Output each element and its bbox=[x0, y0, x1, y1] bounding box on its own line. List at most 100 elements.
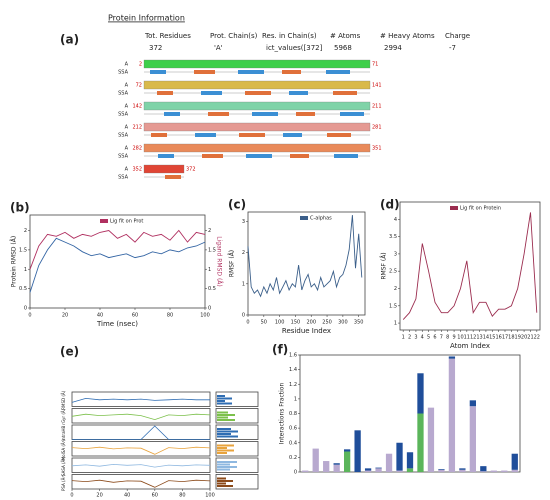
bar-segment bbox=[406, 468, 414, 472]
x-tick-label: 20 bbox=[62, 313, 68, 319]
data-line bbox=[402, 212, 538, 320]
hist-bar bbox=[217, 466, 237, 468]
y-tick-label: 2 bbox=[394, 286, 397, 292]
ssa-segment bbox=[252, 112, 278, 116]
x-tick-label: 0 bbox=[70, 493, 73, 499]
strip-line bbox=[71, 413, 211, 421]
ssa-segment bbox=[296, 112, 315, 116]
x-tick-label: 13 bbox=[476, 335, 482, 341]
x-tick-label: 50 bbox=[261, 320, 267, 326]
row-start: 72 bbox=[136, 83, 142, 89]
x-tick-label: 15 bbox=[489, 335, 495, 341]
legend-label: Lig fit on Prot bbox=[110, 219, 143, 225]
ssa-segment bbox=[208, 112, 229, 116]
ssa-segment bbox=[150, 70, 166, 74]
ssa-segment bbox=[289, 91, 308, 95]
bar-segment bbox=[511, 469, 518, 472]
bar-segment bbox=[364, 470, 372, 472]
bar-segment bbox=[323, 461, 330, 472]
row-end: 281 bbox=[372, 125, 382, 131]
table-header: Prot. Chain(s) bbox=[210, 32, 258, 40]
y-axis-label: RMSF (Å) bbox=[229, 250, 236, 277]
strip-line bbox=[72, 425, 210, 440]
y-tick-label: 0.5 bbox=[19, 286, 27, 292]
ssa-segment bbox=[238, 70, 264, 74]
strip-frame bbox=[71, 441, 211, 457]
y2-tick-label: 2 bbox=[208, 228, 211, 234]
sequence-bar bbox=[143, 80, 371, 90]
bar-segment bbox=[396, 442, 403, 471]
x-tick-label: 100 bbox=[205, 493, 215, 499]
row-start: 212 bbox=[132, 125, 142, 131]
y-axis-label: Protein RMSD (Å) bbox=[11, 236, 18, 287]
y-tick-label: 1.5 bbox=[389, 303, 397, 309]
y-tick-label: 2.5 bbox=[389, 269, 397, 275]
track-label: A bbox=[125, 146, 129, 152]
hist-bar bbox=[217, 480, 233, 482]
track-label: SSA bbox=[118, 70, 128, 76]
y-tick-label: 0 bbox=[242, 313, 245, 319]
bar-segment bbox=[438, 469, 445, 472]
x-tick-label: 1 bbox=[402, 335, 405, 341]
panel-label: (a) bbox=[60, 33, 79, 47]
x-tick-label: 4 bbox=[421, 335, 424, 341]
table-value: 2994 bbox=[384, 44, 402, 52]
legend-label: Lig fit on Protein bbox=[460, 206, 501, 212]
legend-swatch bbox=[450, 206, 458, 210]
table-value: 'A' bbox=[214, 44, 223, 52]
x-axis-label: Residue Index bbox=[282, 327, 331, 335]
panel-label: (f) bbox=[272, 343, 288, 357]
row-end: 211 bbox=[372, 104, 382, 110]
hist-bar bbox=[217, 400, 225, 402]
hist-bar bbox=[217, 395, 225, 397]
strip-label: rGyr (Å) bbox=[61, 408, 66, 424]
y-tick-label: 0.6 bbox=[289, 426, 297, 432]
strip-line bbox=[71, 463, 211, 468]
ssa-segment bbox=[283, 133, 302, 137]
x-tick-label: 3 bbox=[414, 335, 417, 341]
x-tick-label: 100 bbox=[200, 313, 210, 319]
ssa-segment bbox=[158, 154, 174, 158]
x-tick-label: 80 bbox=[167, 313, 173, 319]
ssa-segment bbox=[334, 154, 358, 158]
strip-line bbox=[71, 446, 211, 455]
bar-segment bbox=[364, 468, 372, 471]
hist-frame bbox=[215, 441, 259, 457]
legend-swatch bbox=[100, 219, 108, 223]
panel-label: (e) bbox=[60, 345, 79, 359]
strip-line bbox=[71, 397, 210, 403]
table-header: Charge bbox=[445, 32, 470, 40]
bar-segment bbox=[501, 470, 508, 472]
x-tick-label: 9 bbox=[452, 335, 455, 341]
x-tick-label: 20 bbox=[96, 493, 102, 499]
table-title: Protein Information bbox=[108, 14, 185, 23]
x-tick-label: 18 bbox=[508, 335, 514, 341]
y-tick-label: 1 bbox=[24, 267, 27, 273]
x-tick-label: 14 bbox=[483, 335, 489, 341]
bar-segment bbox=[480, 466, 487, 472]
ssa-segment bbox=[194, 70, 215, 74]
sequence-bar bbox=[143, 164, 185, 174]
table-header: Tot. Residues bbox=[144, 32, 191, 40]
y-tick-label: 3.5 bbox=[389, 234, 397, 240]
track-label: A bbox=[125, 83, 129, 89]
ssa-segment bbox=[202, 154, 223, 158]
hist-frame bbox=[215, 408, 259, 424]
x-tick-label: 12 bbox=[470, 335, 476, 341]
y-tick-label: 1.6 bbox=[289, 353, 297, 359]
track-label: SSA bbox=[118, 154, 128, 160]
x-tick-label: 150 bbox=[291, 320, 301, 326]
x-axis-label: Time (nsec) bbox=[96, 320, 138, 328]
strip-frame bbox=[71, 474, 211, 490]
row-end: 71 bbox=[372, 62, 378, 68]
hist-frame bbox=[215, 391, 259, 407]
bar-segment bbox=[448, 358, 456, 472]
ssa-segment bbox=[333, 91, 357, 95]
track-label: SSA bbox=[118, 133, 128, 139]
sequence-bar bbox=[143, 101, 371, 111]
data-line bbox=[29, 229, 206, 270]
ssa-segment bbox=[290, 154, 309, 158]
ssa-segment bbox=[165, 175, 181, 179]
row-end: 351 bbox=[372, 146, 382, 152]
track-label: A bbox=[125, 125, 129, 131]
